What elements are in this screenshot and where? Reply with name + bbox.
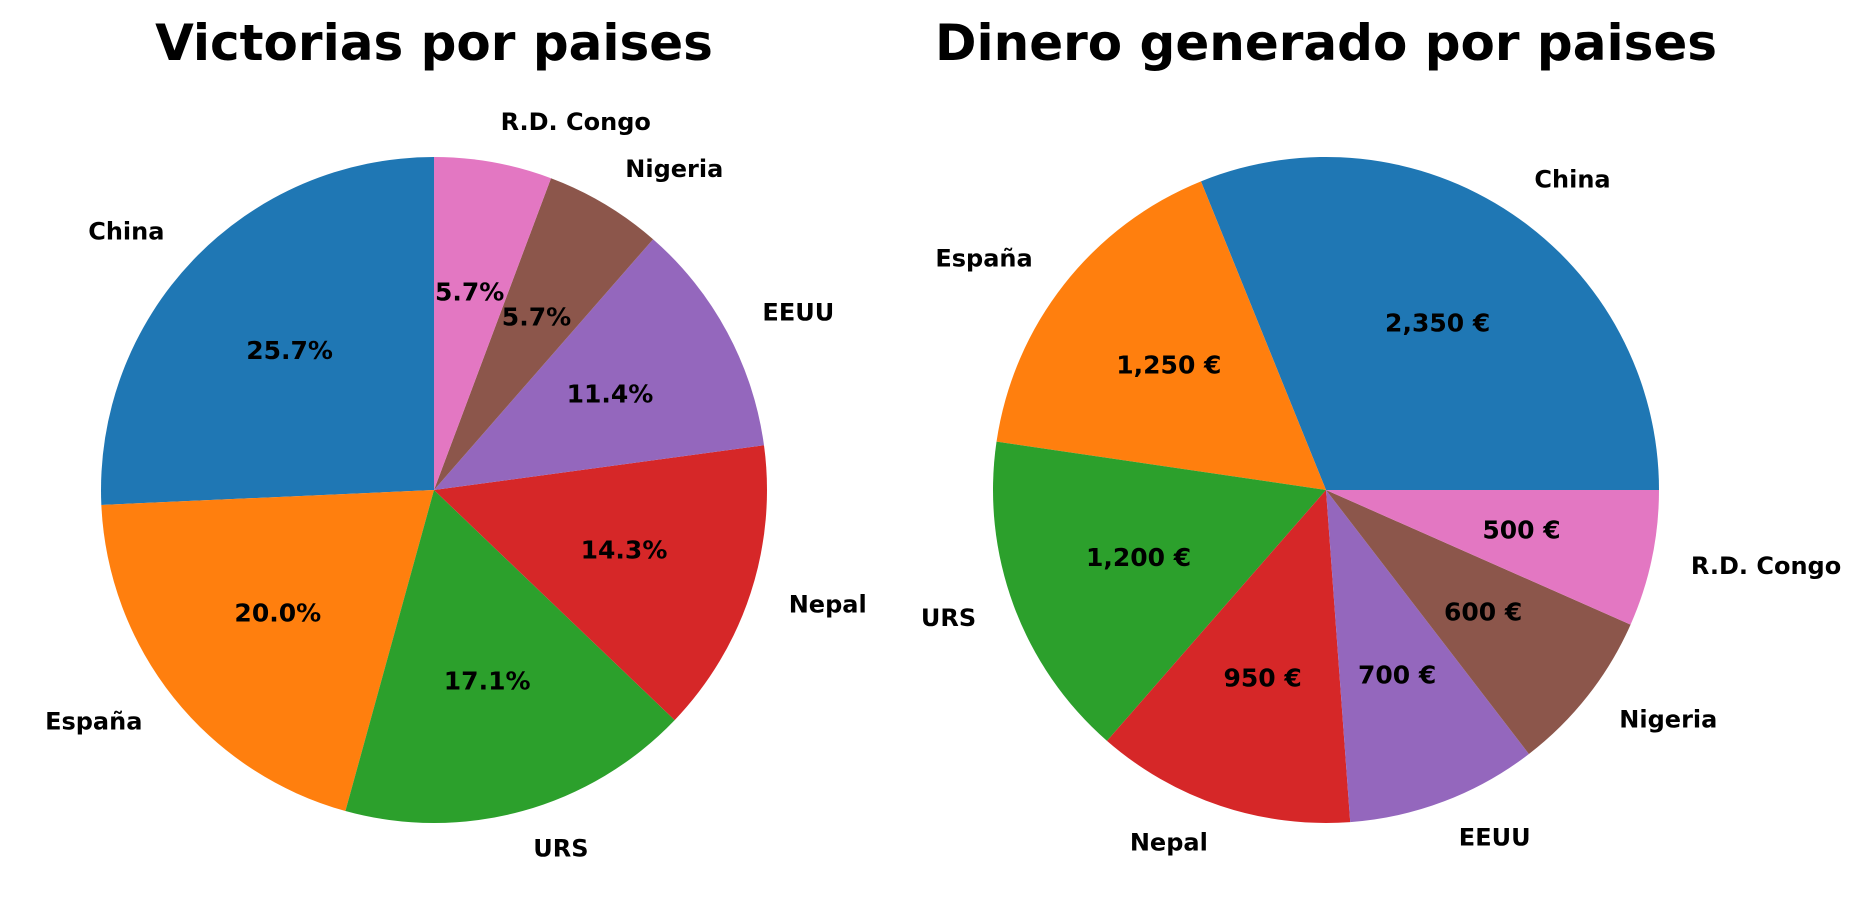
slice-victorias-nigeria [434,178,654,490]
value-label-victorias-nepal: 14.3% [581,536,668,565]
value-label-victorias-china: 25.7% [246,336,333,365]
value-label-victorias-eeuu: 11.4% [567,379,654,408]
slice-dinero-eeuu [1326,490,1529,823]
value-label-dinero-nigeria: 600 € [1444,597,1522,626]
labels-dinero: China 2,350 € España 1,250 € URS 1,200 € Nepal… [921,166,1841,857]
value-label-dinero-eeuu: 700 € [1358,661,1436,690]
pie-chart-victorias: Victorias por paises China 25.7% España 20.… [45,14,867,863]
slice-victorias-espa-a [101,490,434,811]
value-label-victorias-urs: 17.1% [444,667,531,696]
category-label-victorias-urs: URS [533,835,588,863]
value-label-dinero-china: 2,350 € [1385,308,1490,337]
category-label-dinero-espa-a: España [935,245,1032,273]
slice-victorias-eeuu [434,239,764,490]
value-label-victorias-r-d-congo: 5.7% [435,277,504,306]
chart-title-dinero: Dinero generado por paises [935,14,1717,72]
value-label-dinero-espa-a: 1,250 € [1116,351,1221,380]
category-label-victorias-nigeria: Nigeria [625,155,723,183]
slice-dinero-nepal [1106,490,1351,823]
slice-dinero-r-d-congo [1326,490,1659,625]
category-label-victorias-nepal: Nepal [789,590,867,618]
labels-victorias: China 25.7% España 20.0% URS 17.1% Nepal 14.3% E… [45,108,867,862]
category-label-dinero-eeuu: EEUU [1459,824,1531,852]
value-label-victorias-espa-a: 20.0% [234,599,321,628]
category-label-victorias-eeuu: EEUU [762,298,834,326]
slice-victorias-china [101,157,435,505]
slice-dinero-nigeria [1326,490,1631,755]
category-label-dinero-china: China [1534,166,1610,194]
value-label-dinero-urs: 1,200 € [1086,543,1191,572]
slice-victorias-r-d-congo [434,157,552,490]
category-label-dinero-nepal: Nepal [1130,829,1208,857]
category-label-dinero-nigeria: Nigeria [1619,705,1717,733]
slices-dinero [993,157,1659,823]
slice-dinero-china [1200,157,1659,491]
chart-title-victorias: Victorias por paises [155,14,713,72]
value-label-dinero-nepal: 950 € [1224,664,1302,693]
value-label-dinero-r-d-congo: 500 € [1482,515,1560,544]
category-label-victorias-china: China [88,217,164,245]
category-label-dinero-urs: URS [921,604,976,632]
slice-victorias-urs [345,490,675,823]
slice-dinero-urs [993,441,1326,741]
category-label-victorias-r-d-congo: R.D. Congo [501,108,651,136]
slice-dinero-espa-a [996,181,1326,490]
slice-victorias-nepal [434,445,768,721]
category-label-dinero-r-d-congo: R.D. Congo [1691,552,1841,580]
slices-victorias [101,157,768,823]
pie-chart-dinero: Dinero generado por paises China 2,350 € E… [921,14,1841,857]
value-label-victorias-nigeria: 5.7% [502,302,571,331]
category-label-victorias-espa-a: España [45,708,142,736]
